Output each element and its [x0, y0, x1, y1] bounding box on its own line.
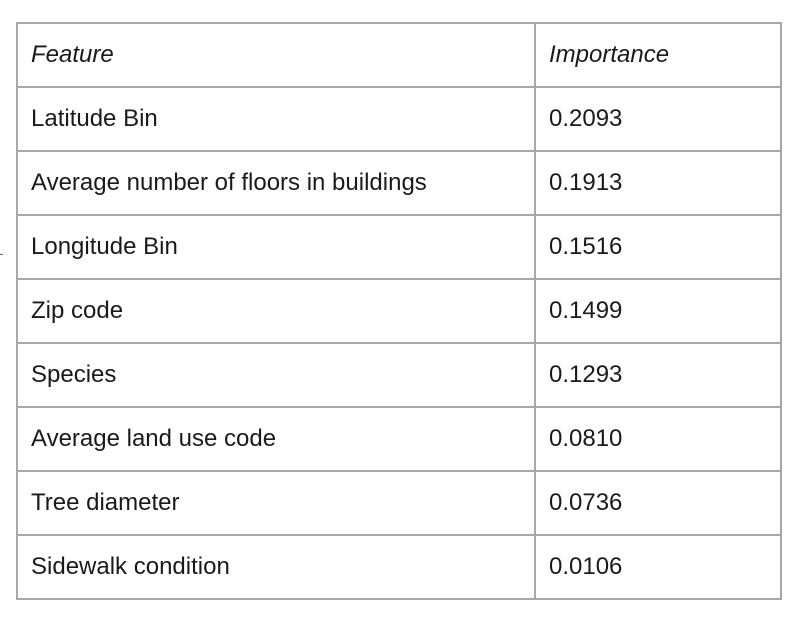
table-row: Sidewalk condition 0.0106 — [16, 534, 782, 600]
table-row: Zip code 0.1499 — [16, 278, 782, 344]
header-importance: Importance — [534, 22, 782, 88]
feature-cell: Tree diameter — [16, 470, 536, 536]
feature-importance-table: Feature Importance Latitude Bin 0.2093 A… — [16, 22, 782, 600]
feature-cell: Zip code — [16, 278, 536, 344]
feature-cell: Average land use code — [16, 406, 536, 472]
table-row: Latitude Bin 0.2093 — [16, 86, 782, 152]
table-row: Longitude Bin 0.1516 — [16, 214, 782, 280]
margin-tick-mark — [0, 254, 3, 255]
header-feature: Feature — [16, 22, 536, 88]
feature-cell: Longitude Bin — [16, 214, 536, 280]
importance-cell: 0.0106 — [534, 534, 782, 600]
feature-cell: Latitude Bin — [16, 86, 536, 152]
table-row: Species 0.1293 — [16, 342, 782, 408]
importance-cell: 0.0736 — [534, 470, 782, 536]
table-row: Tree diameter 0.0736 — [16, 470, 782, 536]
table-row: Average number of floors in buildings 0.… — [16, 150, 782, 216]
importance-cell: 0.2093 — [534, 86, 782, 152]
importance-cell: 0.0810 — [534, 406, 782, 472]
importance-cell: 0.1293 — [534, 342, 782, 408]
table-header-row: Feature Importance — [16, 22, 782, 88]
importance-cell: 0.1913 — [534, 150, 782, 216]
feature-cell: Species — [16, 342, 536, 408]
feature-cell: Average number of floors in buildings — [16, 150, 536, 216]
feature-cell: Sidewalk condition — [16, 534, 536, 600]
table-row: Average land use code 0.0810 — [16, 406, 782, 472]
importance-cell: 0.1499 — [534, 278, 782, 344]
importance-cell: 0.1516 — [534, 214, 782, 280]
